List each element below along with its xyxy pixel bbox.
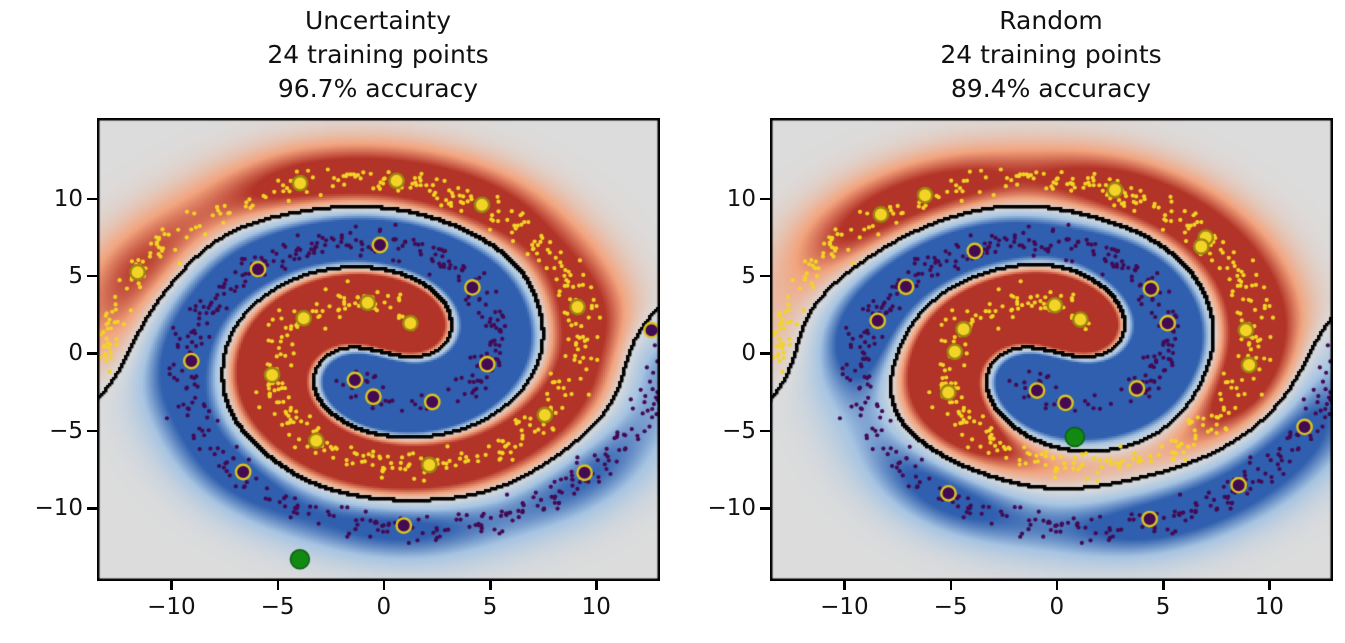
x-tick-mark: [595, 581, 598, 590]
title-line-accuracy: 89.4% accuracy: [950, 74, 1152, 103]
y-tick-mark: [87, 507, 97, 510]
x-tick-mark: [843, 581, 846, 590]
y-tick-label: −10: [707, 495, 756, 522]
x-tick-label: 10: [581, 594, 611, 620]
x-tick-label: 10: [1254, 594, 1284, 620]
y-tick-mark: [760, 352, 770, 355]
title-line-strategy: Random: [999, 6, 1103, 35]
title-line-strategy: Uncertainty: [304, 6, 452, 35]
y-tick-label: −5: [49, 417, 83, 444]
random-plot-canvas: [770, 118, 1333, 581]
y-tick-label: 0: [68, 340, 83, 367]
y-tick-label: 10: [726, 185, 756, 212]
y-tick-label: 5: [741, 262, 756, 289]
x-tick-mark: [489, 581, 492, 590]
y-tick-mark: [87, 352, 97, 355]
title-line-points: 24 training points: [267, 40, 489, 69]
x-tick-label: 0: [1049, 594, 1065, 620]
title-line-accuracy: 96.7% accuracy: [277, 74, 479, 103]
x-tick-mark: [1268, 581, 1271, 590]
y-tick-label: −5: [722, 417, 756, 444]
title-uncertainty: Uncertainty 24 training points 96.7% acc…: [98, 4, 658, 106]
x-tick-label: −5: [260, 594, 295, 620]
y-tick-mark: [87, 274, 97, 278]
y-tick-label: −10: [34, 495, 83, 522]
y-tick-label: 5: [68, 262, 83, 289]
x-tick-mark: [1162, 581, 1165, 590]
x-tick-label: −5: [933, 594, 968, 620]
x-tick-mark: [170, 581, 173, 590]
panel-random: [770, 118, 1333, 581]
x-tick-label: 0: [376, 594, 392, 620]
uncertainty-plot-canvas: [97, 118, 660, 581]
y-tick-mark: [760, 274, 770, 278]
y-tick-mark: [760, 197, 770, 201]
y-tick-mark: [87, 429, 97, 433]
title-line-points: 24 training points: [940, 40, 1162, 69]
x-tick-mark: [1055, 581, 1059, 590]
x-tick-mark: [949, 581, 953, 590]
title-random: Random 24 training points 89.4% accuracy: [771, 4, 1331, 106]
y-tick-label: 10: [53, 185, 83, 212]
panel-uncertainty: [97, 118, 660, 581]
x-tick-label: −10: [820, 594, 869, 620]
y-tick-mark: [760, 429, 770, 433]
x-tick-mark: [276, 581, 280, 590]
y-tick-mark: [87, 197, 97, 201]
x-tick-label: 5: [1155, 594, 1171, 620]
x-tick-mark: [382, 581, 386, 590]
x-tick-label: −10: [147, 594, 196, 620]
y-tick-label: 0: [741, 340, 756, 367]
y-tick-mark: [760, 507, 770, 510]
x-tick-label: 5: [482, 594, 498, 620]
